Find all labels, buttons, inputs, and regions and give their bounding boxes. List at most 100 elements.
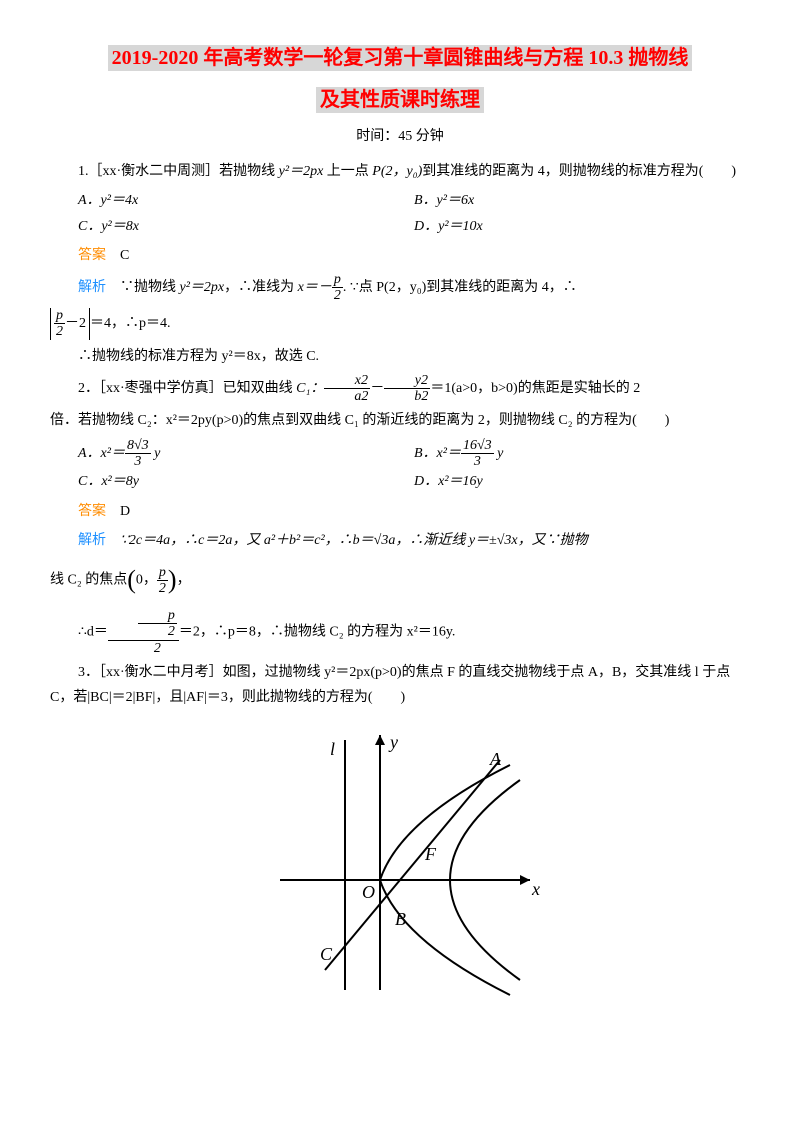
- frac-num: 8√3: [125, 438, 151, 454]
- frac-p-over-2: p2: [332, 272, 343, 304]
- frac-num: x2: [324, 373, 370, 389]
- q2-ana2: 线 C₂ 的焦点(0，p2)，: [50, 557, 750, 604]
- d-den: 2: [108, 641, 179, 656]
- frac-den: 3: [125, 454, 151, 469]
- frac-p-over-2b: p2: [54, 308, 65, 340]
- q1-options: A．y²＝4x B．y²＝6x C．y²＝8x D．y²＝10x: [78, 188, 750, 238]
- q2-ana3-post: ＝2，∴p＝8，∴抛物线 C₂ 的方程为 x²＝16y.: [179, 624, 456, 639]
- q2-ana3-pre: ∴d＝: [78, 624, 108, 639]
- q1-optA: A．y²＝4x: [78, 188, 414, 213]
- q2-stem-pre: 2．［xx·枣强中学仿真］已知双曲线: [78, 381, 296, 396]
- frac-den: 2: [157, 581, 168, 596]
- label-O: O: [362, 882, 375, 902]
- d-num: p2: [108, 608, 179, 641]
- q1-ana3: ∴抛物线的标准方程为 y²＝8x，故选 C.: [50, 344, 750, 369]
- analysis-label: 解析: [78, 533, 106, 548]
- q1-optC: C．y²＝8x: [78, 214, 414, 239]
- frac-num: y2: [384, 373, 430, 389]
- q2-line2: 倍．若抛物线 C₂：x²＝2py(p>0)的焦点到双曲线 C₁ 的渐近线的距离为…: [50, 408, 750, 433]
- q2-analysis-row: 解析 ∵2c＝4a，∴c＝2a，又 a²＋b²＝c²，∴b＝√3a，∴渐近线 y…: [50, 528, 750, 553]
- q1-ana2: ＝4，∴p＝4.: [90, 316, 171, 331]
- figure-svg: l y x A F O B C: [250, 720, 550, 1000]
- title-line1: 2019-2020 年高考数学一轮复习第十章圆锥曲线与方程 10.3 抛物线: [108, 45, 693, 71]
- answer-label: 答案: [78, 504, 106, 519]
- frac-y2-b2: y2b2: [384, 373, 430, 405]
- label-x: x: [531, 879, 540, 899]
- x-axis-arrow: [520, 875, 530, 885]
- frac-num: p: [332, 272, 343, 288]
- parabola-figure: l y x A F O B C: [50, 720, 750, 1009]
- q1-ana-line2: p2－2＝4，∴p＝4.: [50, 308, 750, 340]
- q1-stem-post: 到其准线的距离为 4，则抛物线的标准方程为( ): [422, 164, 736, 179]
- paren-right: ): [168, 565, 177, 594]
- q1-ana1-mid: ，∴准线为: [224, 280, 298, 295]
- answer-label: 答案: [78, 248, 106, 263]
- abs-minus-2: －2: [65, 316, 86, 331]
- label-y: y: [388, 732, 398, 752]
- parabola-branch-upper: [380, 765, 510, 880]
- abs-expr: p2－2: [50, 308, 90, 340]
- frac-den: 2: [332, 288, 343, 303]
- q2-optD: D．x²＝16y: [414, 469, 750, 494]
- frac-p2-focus: p2: [157, 565, 168, 597]
- q1-ana1-eq: y²＝2px: [180, 280, 225, 295]
- q2-c1: C₁：: [296, 381, 324, 396]
- optA-post: y: [151, 446, 161, 461]
- q1-point: P(2，y₀): [372, 164, 422, 179]
- q1-ana1-x: x＝－: [298, 280, 332, 295]
- paren-left: (: [127, 565, 136, 594]
- q3-stem: 3．［xx·衡水二中月考］如图，过抛物线 y²＝2px(p>0)的焦点 F 的直…: [50, 660, 750, 710]
- label-A: A: [489, 749, 502, 769]
- q1-ana1-post: . ∵点 P(2，y₀)到其准线的距离为 4，∴: [343, 280, 577, 295]
- analysis-label: 解析: [78, 280, 106, 295]
- frac-optA: 8√33: [125, 438, 151, 470]
- focus-0: 0，: [136, 573, 157, 588]
- frac-num: 16√3: [461, 438, 494, 454]
- frac-num: p: [157, 565, 168, 581]
- q1-answer-row: 答案 C: [50, 243, 750, 268]
- title-container-2: 及其性质课时练理: [50, 82, 750, 118]
- optB-post: y: [494, 446, 504, 461]
- frac-num: p: [138, 608, 177, 624]
- frac-d: p22: [108, 608, 179, 656]
- time-label: 时间：45 分钟: [50, 124, 750, 149]
- title-container: 2019-2020 年高考数学一轮复习第十章圆锥曲线与方程 10.3 抛物线: [50, 40, 750, 76]
- title-line2: 及其性质课时练理: [316, 87, 484, 113]
- label-C: C: [320, 944, 333, 964]
- frac-optB: 16√33: [461, 438, 494, 470]
- q1-ana1-pre: ∵抛物线: [120, 280, 180, 295]
- q2-stem: 2．［xx·枣强中学仿真］已知双曲线 C₁：x2a2－y2b2＝1(a>0，b>…: [50, 373, 750, 405]
- q1-eq1: y²＝2px: [279, 164, 324, 179]
- q2-optB: B．x²＝16√33 y: [414, 438, 750, 470]
- label-B: B: [395, 909, 406, 929]
- q2-answer: D: [120, 504, 130, 519]
- q2-ana2-pre: 线 C₂ 的焦点: [50, 573, 127, 588]
- parabola-branch-lower: [380, 880, 510, 995]
- optA-pre: A．x²＝: [78, 446, 125, 461]
- q2-options: A．x²＝8√33 y B．x²＝16√33 y C．x²＝8y D．x²＝16…: [78, 438, 750, 495]
- q2-optC: C．x²＝8y: [78, 469, 414, 494]
- q2-answer-row: 答案 D: [50, 499, 750, 524]
- q2-minus: －: [370, 381, 384, 396]
- q1-analysis-row: 解析 ∵抛物线 y²＝2px，∴准线为 x＝－p2. ∵点 P(2，y₀)到其准…: [50, 272, 750, 304]
- q1-stem: 1.［xx·衡水二中周测］若抛物线 y²＝2px 上一点 P(2，y₀)到其准线…: [50, 159, 750, 184]
- q2-ana1: ∵2c＝4a，∴c＝2a，又 a²＋b²＝c²，∴b＝√3a，∴渐近线 y＝±√…: [120, 533, 588, 548]
- q1-answer: C: [120, 248, 129, 263]
- frac-p2-inner: p2: [138, 608, 177, 640]
- optB-pre: B．x²＝: [414, 446, 461, 461]
- frac-den: a2: [324, 389, 370, 404]
- q2-optA: A．x²＝8√33 y: [78, 438, 414, 470]
- frac-den: 3: [461, 454, 494, 469]
- y-axis-arrow: [375, 735, 385, 745]
- q2-eq-tail: ＝1(a>0，b>0)的焦距是实轴长的 2: [430, 381, 640, 396]
- label-F: F: [424, 844, 437, 864]
- q2-ana3: ∴d＝p22＝2，∴p＝8，∴抛物线 C₂ 的方程为 x²＝16y.: [50, 608, 750, 656]
- q1-optD: D．y²＝10x: [414, 214, 750, 239]
- frac-x2-a2: x2a2: [324, 373, 370, 405]
- q1-stem-pre: 1.［xx·衡水二中周测］若抛物线: [78, 164, 279, 179]
- frac-den: 2: [138, 624, 177, 639]
- frac-den: b2: [384, 389, 430, 404]
- label-l: l: [330, 739, 335, 759]
- q1-optB: B．y²＝6x: [414, 188, 750, 213]
- q1-stem-mid: 上一点: [323, 164, 372, 179]
